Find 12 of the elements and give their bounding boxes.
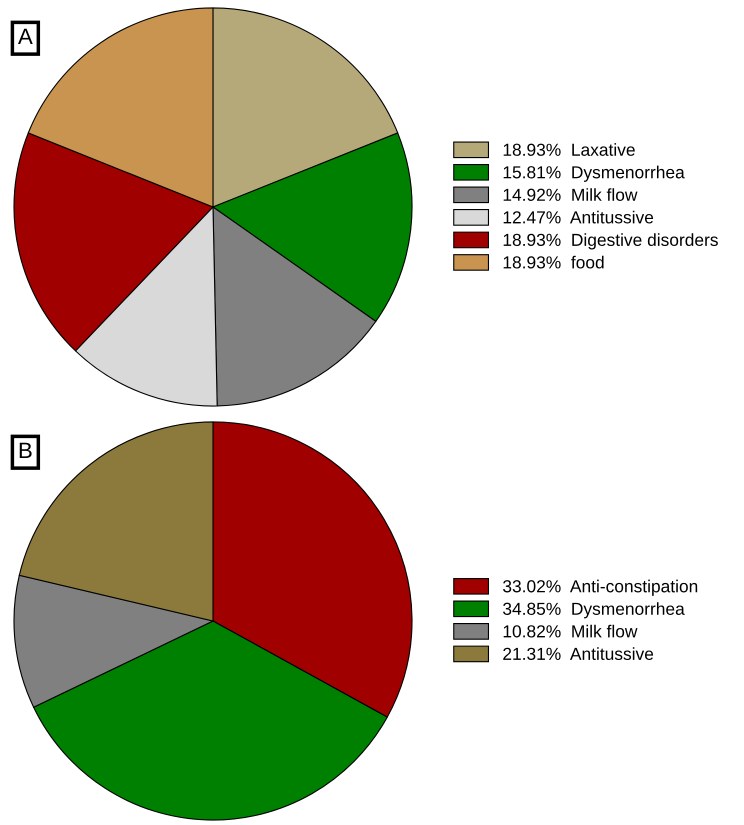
legend-label: 10.82% Milk flow <box>504 624 638 638</box>
legend-label: 34.85% Dysmenorrhea <box>503 602 685 618</box>
legend-label: 21.31% Antitussive <box>503 647 654 660</box>
text: B <box>20 442 32 458</box>
legend-label: 12.47% Antitussive <box>504 210 654 224</box>
legend-label: 33.02% Anti-constipation <box>503 580 698 596</box>
legend-label: 18.93% Digestive disorders <box>504 233 718 250</box>
legend-label: 18.93% Laxative <box>504 143 635 156</box>
text: A <box>18 28 33 44</box>
legend-label: 15.81% Dysmenorrhea <box>504 166 685 182</box>
legend-label: 18.93% food <box>504 256 604 269</box>
legend-label: 14.92% Milk flow <box>504 188 638 201</box>
